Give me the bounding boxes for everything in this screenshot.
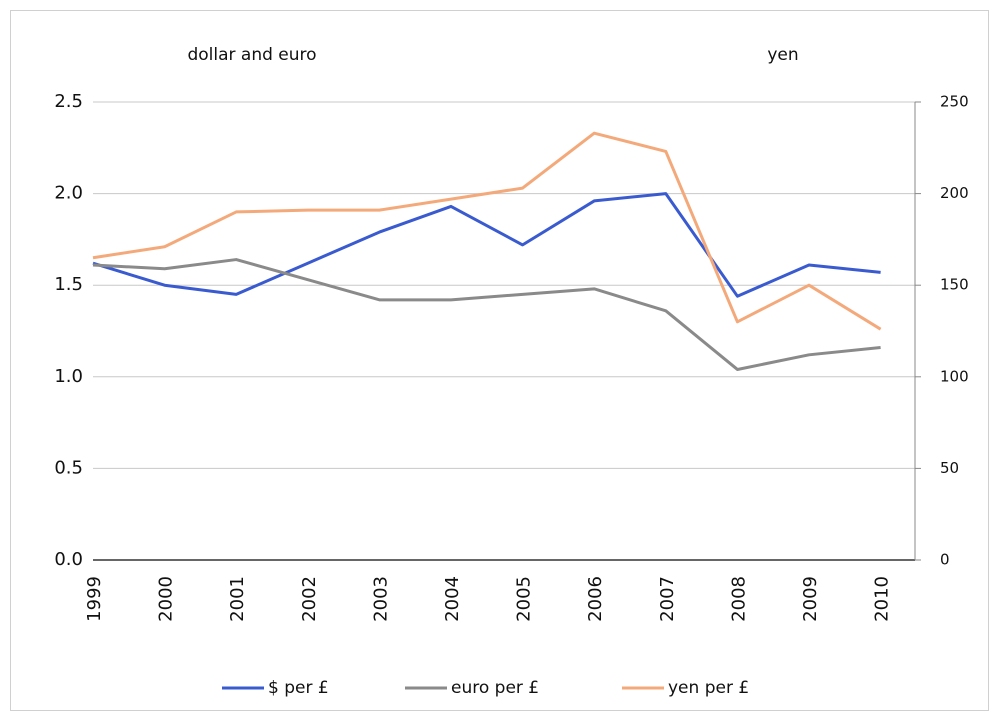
y2-tick-label: 0 [940, 551, 950, 569]
y2-tick-label: 50 [940, 459, 959, 477]
x-tick-label: 2002 [299, 576, 320, 622]
x-tick-label: 2004 [442, 576, 463, 622]
legend-label: euro per £ [451, 678, 539, 698]
x-tick-label: 2006 [585, 576, 606, 622]
series-line [92, 258, 881, 371]
x-tick-label: 2010 [872, 576, 893, 622]
x-tick-label: 2000 [156, 576, 177, 622]
y-tick-label: 1.0 [54, 366, 83, 387]
x-tick-label: 2008 [728, 576, 749, 622]
x-tick-label: 2001 [227, 576, 248, 622]
y2-tick-label: 200 [940, 184, 969, 202]
y-tick-label: 0.0 [54, 549, 83, 570]
y2-tick-label: 100 [940, 367, 969, 385]
x-tick-label: 1999 [84, 576, 105, 622]
x-tick-label: 2005 [514, 576, 535, 622]
x-tick-label: 2003 [370, 576, 391, 622]
y-tick-label: 0.5 [54, 457, 83, 478]
y-tick-label: 1.5 [54, 274, 83, 295]
x-tick-label: 2007 [657, 576, 678, 622]
series-line [92, 192, 881, 298]
y-tick-label: 2.0 [54, 183, 83, 204]
legend-label: yen per £ [668, 678, 749, 698]
y2-axis-title: yen [767, 45, 798, 65]
y2-tick-label: 150 [940, 276, 969, 294]
y-tick-label: 2.5 [54, 91, 83, 112]
y2-tick-label: 250 [940, 93, 969, 111]
series-line [92, 131, 882, 331]
x-tick-label: 2009 [800, 576, 821, 622]
y-axis-title: dollar and euro [187, 45, 316, 65]
legend-label: $ per £ [268, 678, 329, 698]
chart-frame [10, 10, 989, 711]
